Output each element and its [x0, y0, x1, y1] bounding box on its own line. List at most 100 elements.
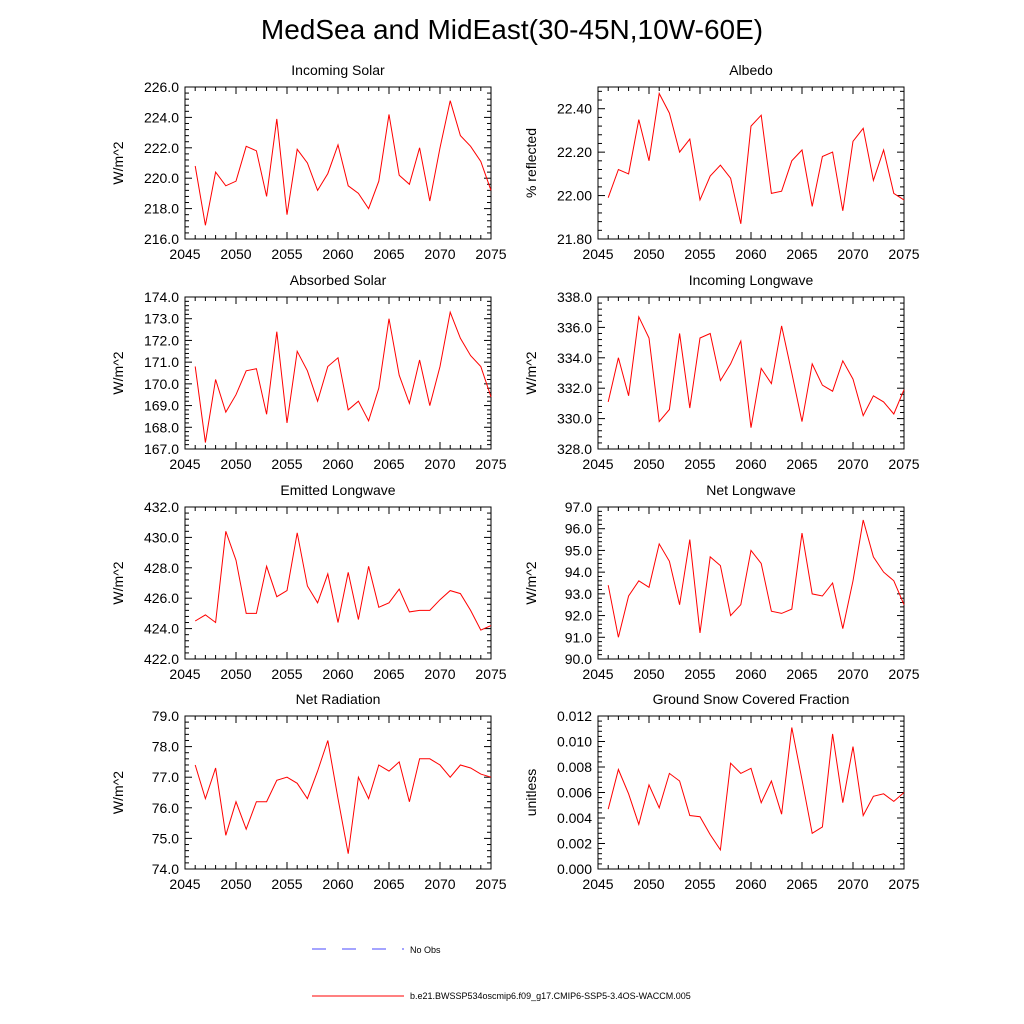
y-tick-label: 424.0	[144, 621, 179, 637]
x-tick-label: 2075	[888, 876, 919, 892]
x-tick-label: 2060	[322, 666, 353, 682]
x-tick-label: 2045	[169, 246, 200, 262]
plot-frame	[184, 296, 492, 450]
y-tick-label: 97.0	[565, 499, 592, 515]
x-tick-label: 2055	[684, 666, 715, 682]
x-tick-label: 2050	[633, 456, 664, 472]
y-tick-label: 79.0	[152, 708, 179, 724]
y-tick-label: 95.0	[565, 542, 592, 558]
x-tick-label: 2060	[322, 456, 353, 472]
x-tick-label: 2070	[424, 876, 455, 892]
y-tick-label: 174.0	[144, 289, 179, 305]
y-tick-label: 75.0	[152, 830, 179, 846]
chart-panel-8: Ground Snow Covered Fraction unitless 2045…	[523, 691, 920, 892]
x-tick-label: 2045	[169, 666, 200, 682]
y-tick-label: 218.0	[144, 201, 179, 217]
y-tick-label: 92.0	[565, 608, 592, 624]
x-tick-label: 2070	[837, 666, 868, 682]
y-tick-label: 0.008	[557, 759, 592, 775]
x-tick-label: 2065	[786, 876, 817, 892]
y-tick-label: 334.0	[557, 350, 592, 366]
series-line-1	[607, 91, 905, 224]
panel-title: Net Radiation	[296, 691, 381, 707]
x-tick-label: 2050	[220, 246, 251, 262]
y-tick-label: 222.0	[144, 140, 179, 156]
x-tick-label: 2060	[735, 666, 766, 682]
x-tick-label: 2055	[684, 456, 715, 472]
legend: No Obs b.e21.BWSSP534oscmip6.f09_g17.CMI…	[312, 945, 691, 1001]
y-axis-label: W/m^2	[110, 141, 126, 184]
y-tick-label: 0.006	[557, 785, 592, 801]
x-tick-label: 2070	[424, 456, 455, 472]
series-line-1	[607, 727, 905, 852]
y-tick-label: 332.0	[557, 380, 592, 396]
x-tick-label: 2070	[424, 246, 455, 262]
x-tick-label: 2065	[786, 456, 817, 472]
x-tick-label: 2060	[735, 876, 766, 892]
legend-obs-label: No Obs	[410, 945, 441, 955]
series-line-1	[194, 100, 492, 226]
x-tick-label: 2055	[684, 876, 715, 892]
y-tick-label: 78.0	[152, 739, 179, 755]
panel-title: Absorbed Solar	[290, 272, 387, 288]
x-tick-label: 2065	[373, 666, 404, 682]
x-tick-label: 2055	[684, 246, 715, 262]
x-tick-label: 2045	[582, 456, 613, 472]
y-tick-label: 22.20	[557, 144, 592, 160]
x-tick-label: 2050	[220, 876, 251, 892]
figure-title: MedSea and MidEast(30-45N,10W-60E)	[260, 14, 764, 45]
x-tick-label: 2075	[888, 246, 919, 262]
x-tick-label: 2075	[888, 666, 919, 682]
x-tick-label: 2050	[220, 456, 251, 472]
chart-panel-6: Net Longwave W/m^2 2045 2050 2055 2060 2065 207…	[523, 482, 920, 682]
series-line-1	[194, 740, 492, 854]
y-tick-label: 173.0	[144, 311, 179, 327]
y-tick-label: 91.0	[565, 629, 592, 645]
plot-frame	[597, 506, 905, 660]
y-tick-label: 74.0	[152, 861, 179, 877]
y-tick-label: 426.0	[144, 590, 179, 606]
y-tick-label: 338.0	[557, 289, 592, 305]
plot-frame	[184, 715, 492, 870]
chart-panel-5: Emitted Longwave W/m^2 2045 2050 2055 2060 206…	[110, 482, 507, 682]
x-tick-label: 2045	[582, 246, 613, 262]
y-tick-label: 0.002	[557, 836, 592, 852]
y-tick-label: 422.0	[144, 651, 179, 667]
y-tick-label: 430.0	[144, 529, 179, 545]
y-tick-label: 0.010	[557, 734, 592, 750]
x-tick-label: 2045	[169, 876, 200, 892]
x-tick-label: 2075	[475, 456, 506, 472]
legend-model-label: b.e21.BWSSP534oscmip6.f09_g17.CMIP6-SSP5…	[410, 991, 691, 1001]
x-tick-label: 2060	[322, 246, 353, 262]
y-tick-label: 328.0	[557, 441, 592, 457]
panel-title: Incoming Solar	[291, 62, 385, 78]
series-line-1	[194, 310, 492, 443]
y-tick-label: 172.0	[144, 332, 179, 348]
y-tick-label: 428.0	[144, 560, 179, 576]
y-axis-label: % reflected	[523, 128, 539, 198]
y-tick-label: 170.0	[144, 376, 179, 392]
x-tick-label: 2050	[220, 666, 251, 682]
x-tick-label: 2075	[475, 876, 506, 892]
y-axis-label: W/m^2	[110, 771, 126, 814]
x-tick-label: 2065	[373, 246, 404, 262]
y-tick-label: 336.0	[557, 319, 592, 335]
y-tick-label: 226.0	[144, 79, 179, 95]
x-tick-label: 2060	[735, 246, 766, 262]
x-tick-label: 2055	[271, 456, 302, 472]
x-tick-label: 2070	[837, 876, 868, 892]
x-tick-label: 2050	[633, 246, 664, 262]
y-tick-label: 432.0	[144, 499, 179, 515]
x-tick-label: 2070	[837, 456, 868, 472]
x-tick-label: 2065	[786, 666, 817, 682]
y-tick-label: 94.0	[565, 564, 592, 580]
x-tick-label: 2055	[271, 876, 302, 892]
x-tick-label: 2050	[633, 876, 664, 892]
series-line-1	[607, 519, 905, 638]
plot-frame	[184, 506, 492, 660]
panel-title: Emitted Longwave	[280, 482, 395, 498]
x-tick-label: 2055	[271, 246, 302, 262]
x-tick-label: 2070	[837, 246, 868, 262]
y-tick-label: 0.004	[557, 810, 592, 826]
